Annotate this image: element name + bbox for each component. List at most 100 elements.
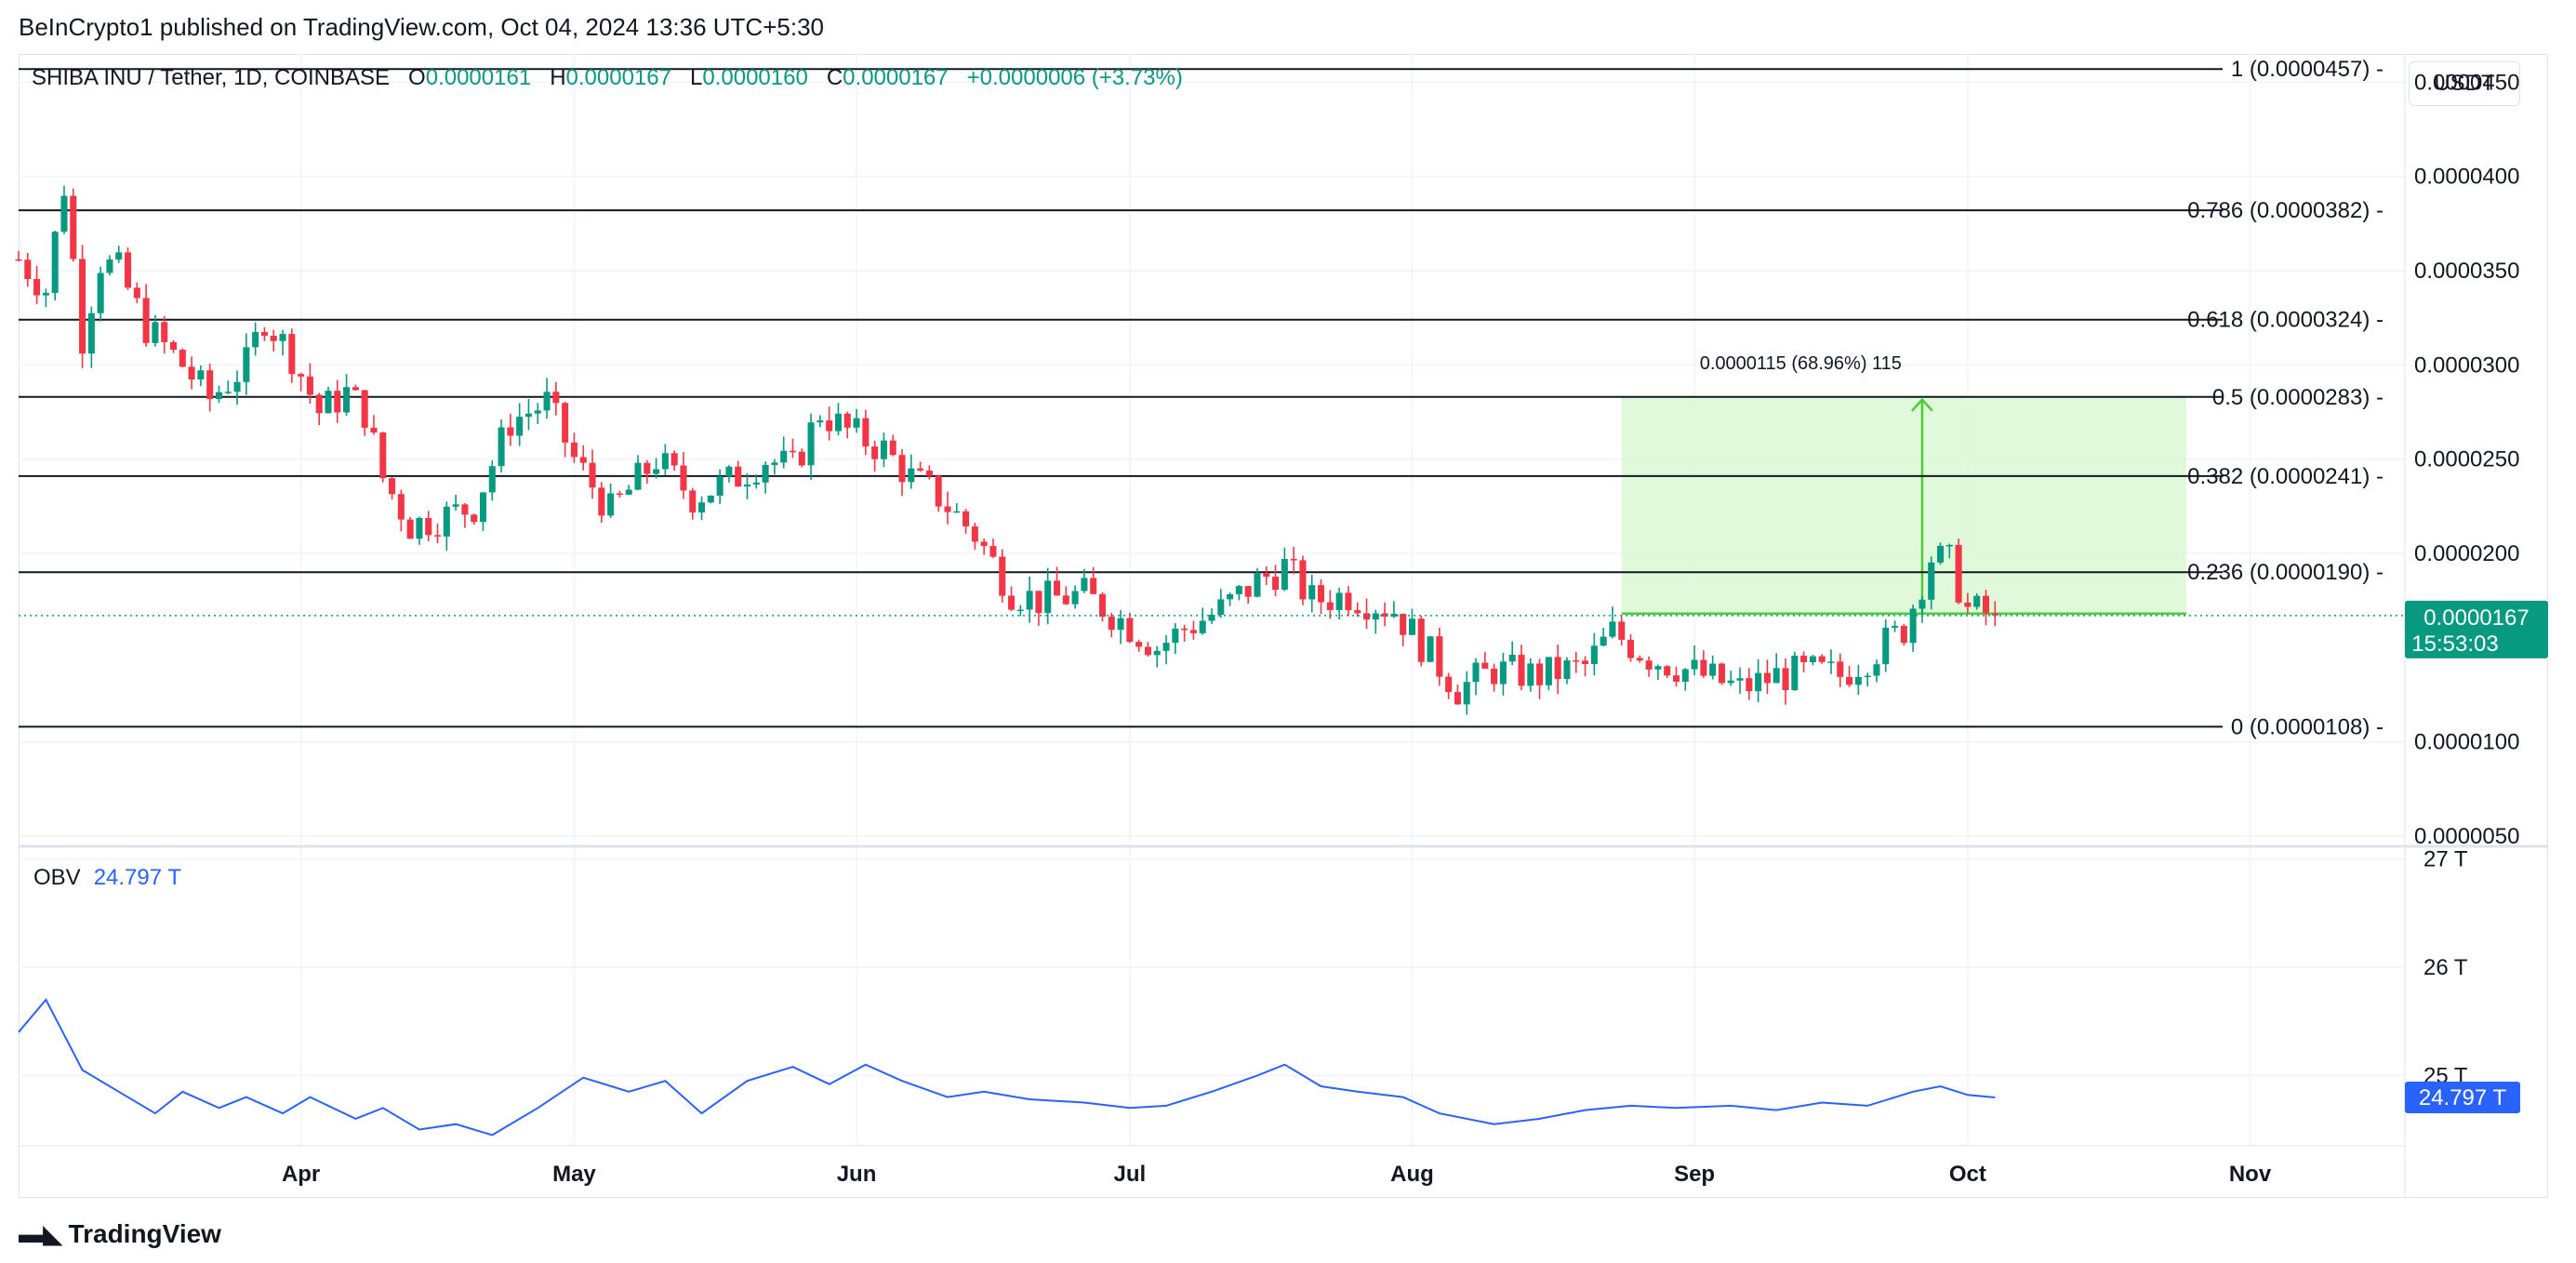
candle-body [1809, 656, 1816, 663]
candle-body [1919, 599, 1926, 609]
time-tick-label: Aug [1390, 1162, 1434, 1187]
candle-body [1189, 630, 1197, 633]
last-price-badge [2405, 600, 2548, 658]
time-tick-label: Jun [837, 1162, 877, 1187]
candle-body [1098, 593, 1106, 618]
candle-body [315, 394, 323, 414]
time-tick-label: Apr [282, 1162, 320, 1187]
candle-body [1235, 586, 1242, 594]
candle-body [1709, 663, 1717, 676]
candle-body [197, 370, 205, 380]
measure-box [1621, 396, 2186, 614]
measure-arrow-head [1910, 397, 1933, 412]
candle-body [1445, 676, 1453, 693]
candle-body [1582, 660, 1589, 665]
fib-level-label: 0 (0.0000108) - [2231, 714, 2383, 739]
currency-button[interactable]: USDT [2409, 61, 2520, 106]
candle-body [425, 518, 432, 536]
low-value: 0.0000160 [702, 65, 808, 90]
candle-body [1227, 593, 1234, 600]
candle-body [1117, 618, 1124, 631]
candle-body [1846, 676, 1853, 685]
candle-body [1372, 613, 1379, 620]
fib-level-label: 0.618 (0.0000324) - [2187, 308, 2383, 333]
candle-body [1308, 585, 1316, 600]
candle-body [498, 427, 505, 467]
candle-body [298, 374, 305, 377]
candle-body [1645, 660, 1653, 670]
candle-body [325, 391, 332, 414]
candle-body [1827, 661, 1835, 663]
candle-body [452, 504, 459, 507]
candle-body [953, 511, 961, 513]
candle-body [1573, 660, 1580, 662]
candle-body [1982, 595, 1990, 614]
candle-body [1864, 675, 1871, 678]
candle-body [1318, 585, 1325, 603]
candle-body [1873, 664, 1880, 676]
price-tick-label: 0.0000350 [2414, 259, 2519, 284]
candle-body [361, 390, 368, 428]
candle-body [1335, 592, 1343, 610]
low-label: L [690, 65, 703, 90]
candle-body [1654, 666, 1662, 670]
candle-body [1026, 591, 1033, 610]
price-tick-label: 0.0000400 [2414, 165, 2519, 190]
candle-body [989, 546, 997, 557]
candle-body [1345, 592, 1352, 611]
candle-body [671, 453, 678, 466]
candle-body [133, 287, 140, 299]
candle-body [1035, 591, 1042, 614]
candle-body [826, 420, 833, 432]
candle-body [1973, 595, 1981, 607]
candle-body [1208, 614, 1215, 621]
published-byline: BeInCrypto1 published on TradingView.com… [19, 13, 824, 41]
price-tick-label: 0.0000300 [2414, 352, 2519, 378]
candle-body [1008, 595, 1016, 610]
candle-body [1681, 669, 1689, 682]
candle-body [1773, 668, 1780, 684]
candle-body [999, 556, 1006, 596]
candle-body [1381, 613, 1388, 618]
candle-body [680, 465, 687, 491]
open-label: O [408, 65, 426, 90]
candle-body [389, 478, 396, 495]
candle-body [917, 468, 924, 471]
candle-body [1508, 655, 1516, 662]
candle-body [1736, 678, 1744, 681]
candle-body [1244, 586, 1252, 597]
candle-body [471, 514, 478, 523]
tradingview-footer[interactable]: ▬◣ TradingView [19, 1218, 221, 1249]
candle-body [334, 391, 341, 413]
time-tick-label: May [552, 1162, 596, 1187]
candle-body [1181, 628, 1188, 631]
obv-legend: OBV 24.797 T [33, 865, 181, 891]
candle-body [898, 455, 906, 483]
candle-body [1991, 613, 1998, 616]
candle-body [260, 331, 268, 336]
candle-body [224, 392, 232, 393]
measure-label: 0.0000115 (68.96%) 115 [1700, 353, 1902, 374]
high-value: 0.0000167 [565, 65, 671, 90]
open-value: 0.0000161 [425, 65, 532, 90]
candle-body [524, 413, 532, 418]
candle-body [1727, 680, 1734, 684]
candle-body [270, 335, 277, 341]
fib-level-label: 0.5 (0.0000283) - [2212, 385, 2383, 410]
candle-body [24, 259, 32, 280]
candle-body [461, 504, 469, 515]
candle-body [15, 259, 22, 261]
candle-body [1936, 545, 1945, 563]
candle-body [1281, 559, 1288, 591]
candle-body [1463, 682, 1470, 705]
close-value: 0.0000167 [843, 65, 949, 90]
candle-body [42, 292, 49, 296]
candle-body [1791, 656, 1799, 691]
candle-body [689, 490, 697, 512]
candle-body [60, 195, 68, 233]
symbol-title: SHIBA INU / Tether, 1D, COINBASE [32, 65, 391, 90]
candle-body [653, 469, 660, 474]
fib-level-label: 1 (0.0000457) - [2231, 57, 2383, 82]
candle-body [908, 468, 915, 483]
